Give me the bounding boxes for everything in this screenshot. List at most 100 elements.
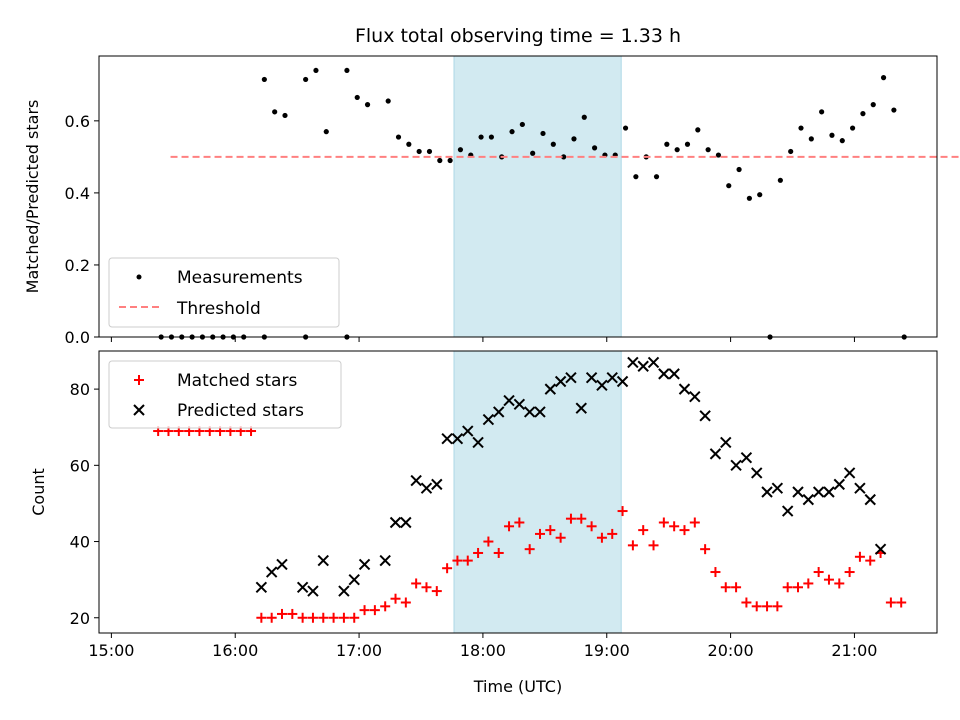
matched-star-point bbox=[700, 544, 711, 555]
predicted-star-point bbox=[637, 360, 649, 372]
matched-star-point bbox=[813, 567, 824, 578]
measurement-point bbox=[313, 67, 319, 74]
measurement-point bbox=[509, 129, 515, 135]
predicted-star-point bbox=[833, 478, 845, 491]
predicted-star-point bbox=[761, 486, 773, 498]
predicted-star-point bbox=[864, 493, 876, 506]
ratio-tick-label: 0.6 bbox=[65, 112, 90, 131]
ratio-tick-label: 0.4 bbox=[65, 184, 90, 203]
matched-star-point bbox=[576, 513, 587, 524]
predicted-star-point bbox=[338, 585, 350, 597]
measurement-point bbox=[829, 132, 835, 138]
ratio-legend-box bbox=[108, 257, 340, 328]
matched-star-point bbox=[823, 574, 834, 585]
predicted-star-point bbox=[451, 432, 464, 445]
measurement-point bbox=[880, 75, 887, 81]
legend-predicted-label: Predicted stars bbox=[177, 401, 304, 421]
predicted-star-point bbox=[441, 432, 453, 445]
measurement-point bbox=[746, 195, 753, 201]
time-axis-label: Time (UTC) bbox=[473, 677, 562, 696]
predicted-star-point bbox=[431, 478, 443, 491]
count-panel-ticks: 15:00 16:00 17:00 18:00 19:00 20:00 21:00 20 40 6… bbox=[70, 380, 878, 660]
measurement-point bbox=[571, 136, 577, 142]
time-tick-label: 17:00 bbox=[336, 641, 382, 660]
matched-star-point bbox=[731, 582, 742, 593]
matched-star-point bbox=[844, 567, 855, 578]
count-tick-label: 60 bbox=[70, 456, 90, 475]
matched-star-point bbox=[452, 555, 463, 566]
matched-star-point bbox=[462, 555, 473, 566]
predicted-star-point bbox=[513, 398, 526, 411]
measurement-point bbox=[726, 183, 732, 189]
matched-star-point bbox=[854, 551, 865, 562]
matched-star-point bbox=[369, 605, 380, 616]
predicted-star-point bbox=[265, 566, 278, 578]
predicted-star-point bbox=[616, 375, 629, 388]
matched-star-point bbox=[535, 528, 545, 539]
matched-star-point bbox=[524, 544, 535, 555]
ratio-axis-label: Matched/Predicted stars bbox=[23, 100, 42, 294]
measurement-point bbox=[839, 138, 845, 144]
measurement-point bbox=[561, 154, 567, 160]
predicted-star-point bbox=[730, 459, 742, 472]
matched-star-point bbox=[380, 601, 391, 612]
matched-star-point bbox=[504, 521, 515, 532]
legend-matched-label: Matched stars bbox=[177, 371, 297, 391]
predicted-star-point bbox=[358, 558, 371, 571]
matched-star-point bbox=[266, 612, 277, 623]
measurement-point bbox=[777, 177, 783, 183]
time-tick-label: 15:00 bbox=[88, 641, 134, 660]
matched-star-point bbox=[586, 521, 597, 532]
matched-star-point bbox=[307, 612, 318, 623]
measurement-point bbox=[354, 94, 360, 101]
predicted-star-point bbox=[379, 554, 391, 567]
measurement-point bbox=[850, 125, 856, 131]
measurement-point bbox=[819, 109, 825, 115]
measurement-point bbox=[891, 107, 897, 113]
matched-star-point bbox=[751, 601, 762, 612]
matched-star-point bbox=[617, 506, 628, 517]
predicted-star-point bbox=[596, 379, 608, 392]
measurement-point bbox=[447, 157, 453, 164]
predicted-star-point bbox=[472, 436, 484, 449]
predicted-star-point bbox=[503, 394, 515, 407]
matched-star-point bbox=[493, 547, 504, 558]
matched-star-point bbox=[834, 578, 845, 589]
predicted-star-point bbox=[575, 402, 587, 414]
legend-matched-marker bbox=[134, 375, 144, 385]
measurement-point bbox=[282, 112, 288, 119]
measurement-point bbox=[272, 109, 278, 115]
measurement-point bbox=[788, 148, 794, 155]
matched-star-point bbox=[421, 582, 432, 593]
matched-star-point bbox=[400, 597, 411, 608]
observing-window-shade bbox=[453, 350, 622, 634]
measurement-point bbox=[705, 147, 711, 153]
predicted-star-point bbox=[792, 486, 804, 498]
measurement-point bbox=[695, 127, 701, 133]
measurement-point bbox=[488, 134, 494, 140]
measurement-point bbox=[653, 174, 660, 180]
time-tick-label: 21:00 bbox=[831, 641, 877, 660]
legend-predicted-marker bbox=[133, 404, 145, 416]
matched-star-point bbox=[338, 612, 349, 623]
predicted-star-point bbox=[812, 486, 825, 498]
predicted-star-point bbox=[689, 391, 701, 403]
predicted-star-point bbox=[420, 482, 433, 494]
matched-star-point bbox=[762, 601, 773, 612]
measurement-point bbox=[478, 134, 484, 140]
ratio-panel-ticks: 0.0 0.2 0.4 0.6 bbox=[65, 112, 855, 347]
matched-star-point bbox=[710, 567, 721, 578]
measurement-point bbox=[303, 76, 309, 83]
predicted-star-point bbox=[348, 573, 360, 586]
matched-star-point bbox=[658, 517, 669, 528]
measurement-point bbox=[323, 129, 329, 135]
count-tick-label: 80 bbox=[70, 380, 90, 399]
ratio-panel-frame bbox=[98, 55, 938, 338]
measurement-point bbox=[633, 174, 639, 180]
count-axis-label: Count bbox=[29, 468, 48, 516]
measurement-point bbox=[530, 150, 536, 156]
measurement-point bbox=[674, 147, 680, 153]
time-tick-label: 16:00 bbox=[212, 641, 258, 660]
predicted-star-point bbox=[410, 474, 422, 487]
matched-star-point bbox=[896, 597, 907, 608]
